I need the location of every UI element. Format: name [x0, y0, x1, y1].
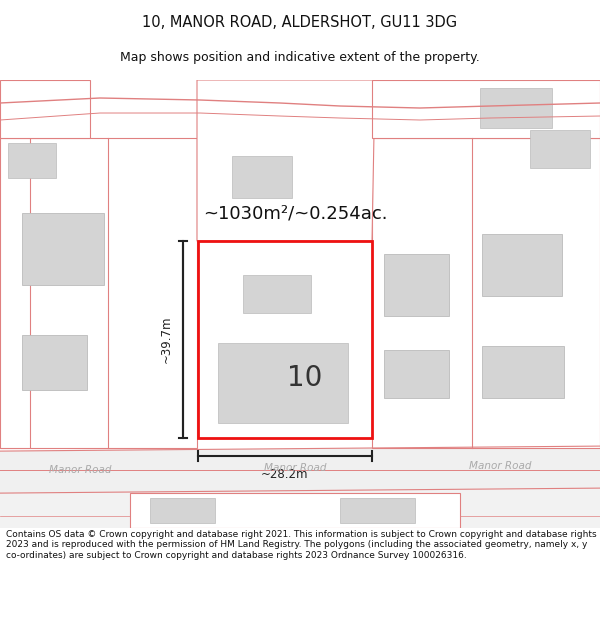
Bar	[482, 346, 564, 398]
Polygon shape	[372, 138, 600, 448]
Bar	[530, 130, 590, 168]
Polygon shape	[372, 80, 600, 138]
Polygon shape	[0, 446, 600, 493]
Bar	[232, 156, 292, 198]
Bar	[150, 498, 215, 523]
Bar	[22, 335, 87, 390]
Bar	[340, 498, 415, 523]
Text: Manor Road: Manor Road	[49, 465, 111, 475]
Text: Manor Road: Manor Road	[469, 461, 531, 471]
Bar	[22, 213, 104, 285]
Bar	[243, 275, 311, 313]
Bar	[218, 343, 348, 423]
Text: Contains OS data © Crown copyright and database right 2021. This information is : Contains OS data © Crown copyright and d…	[6, 530, 596, 560]
Text: ~28.2m: ~28.2m	[261, 468, 309, 481]
Text: Map shows position and indicative extent of the property.: Map shows position and indicative extent…	[120, 51, 480, 64]
Polygon shape	[130, 493, 460, 528]
Polygon shape	[197, 80, 375, 241]
Polygon shape	[0, 138, 197, 448]
Polygon shape	[0, 138, 30, 448]
Polygon shape	[0, 80, 90, 138]
Bar	[8, 143, 56, 178]
Polygon shape	[198, 241, 372, 438]
Text: 10: 10	[287, 364, 323, 392]
Polygon shape	[0, 470, 600, 528]
Bar	[384, 254, 449, 316]
Bar	[384, 350, 449, 398]
Text: ~39.7m: ~39.7m	[160, 316, 173, 363]
Bar	[482, 234, 562, 296]
Bar	[480, 88, 552, 128]
Text: ~1030m²/~0.254ac.: ~1030m²/~0.254ac.	[203, 204, 387, 222]
Text: Manor Road: Manor Road	[264, 463, 326, 473]
Text: 10, MANOR ROAD, ALDERSHOT, GU11 3DG: 10, MANOR ROAD, ALDERSHOT, GU11 3DG	[142, 15, 458, 30]
